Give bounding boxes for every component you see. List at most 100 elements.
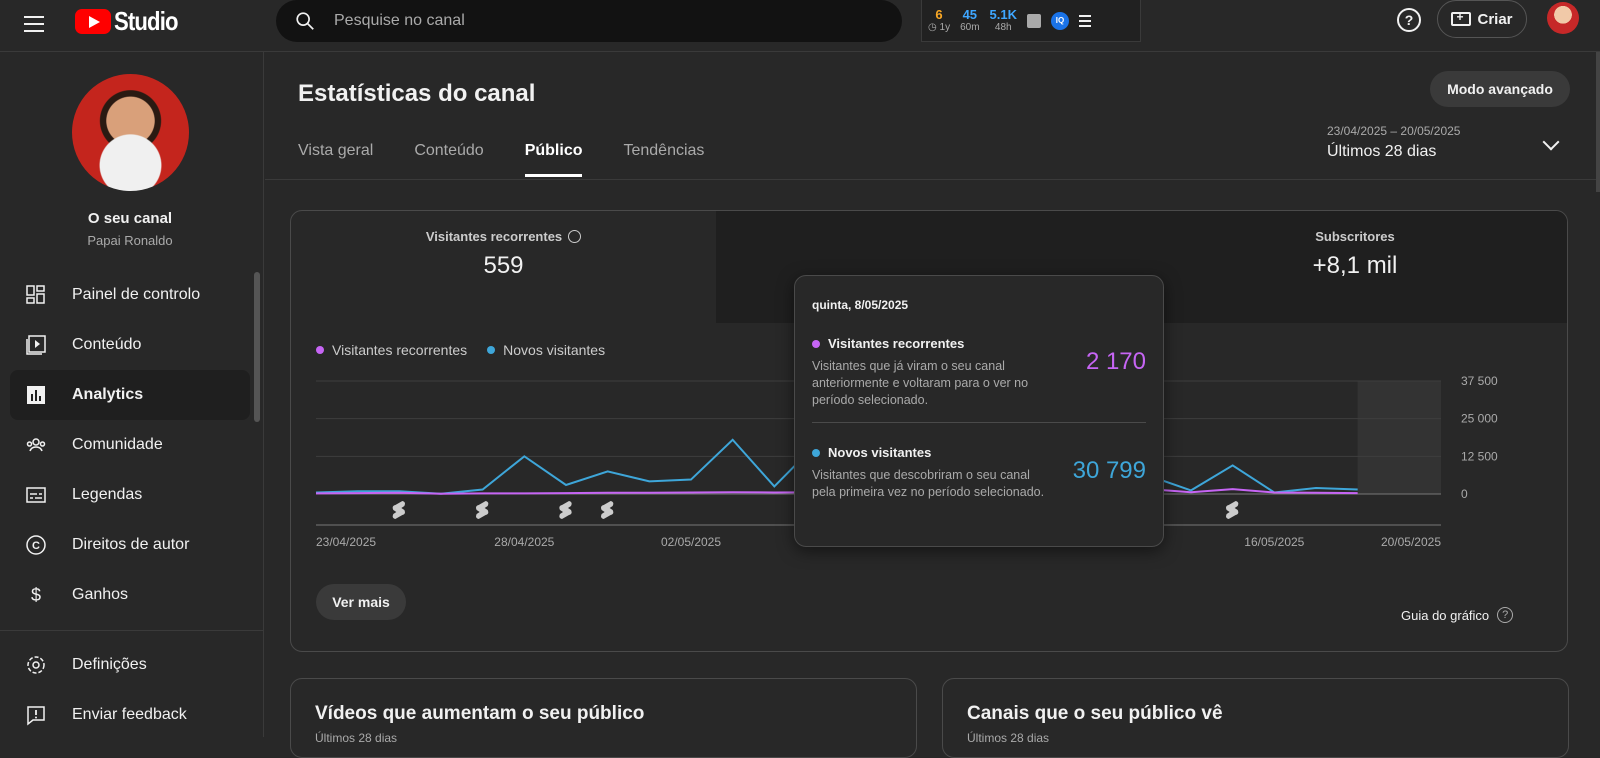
metric-returning-viewers[interactable]: Visitantes recorrentes 559	[291, 211, 716, 323]
sidebar-scrollbar[interactable]	[254, 272, 260, 422]
tooltip-row-value: 30 799	[1072, 457, 1146, 484]
tab-audience[interactable]: Público	[524, 142, 583, 177]
tooltip-row-header: Visitantes recorrentes	[812, 336, 1146, 351]
see-more-button[interactable]: Ver mais	[316, 584, 406, 620]
card-subtitle: Últimos 28 dias	[315, 731, 398, 745]
copyright-icon: C	[24, 533, 48, 557]
ext-stat-label: 48h	[994, 22, 1012, 33]
sidebar-item-label: Analytics	[72, 386, 144, 403]
ext-stat-1y[interactable]: 6 ◷ 1y	[928, 8, 950, 33]
audience-channels-card[interactable]: Canais que o seu público vê Últimos 28 d…	[942, 678, 1569, 758]
ext-stat-label: 60m	[960, 22, 980, 33]
chart-future-shade	[1357, 381, 1441, 494]
youtube-studio-logo[interactable]: Studio	[75, 6, 189, 37]
growing-videos-card[interactable]: Vídeos que aumentam o seu público Último…	[290, 678, 917, 758]
ext-stat-value: 5.1K	[989, 7, 1017, 22]
subtitles-icon	[24, 483, 48, 507]
main-content: Estatísticas do canal Modo avançado Vist…	[265, 52, 1600, 758]
dashboard-icon	[24, 283, 48, 307]
x-tick-label: 16/05/2025	[1244, 535, 1304, 549]
date-range-picker[interactable]: 23/04/2025 – 20/05/2025 Últimos 28 dias	[1327, 124, 1460, 161]
content-icon	[24, 333, 48, 357]
advanced-mode-button[interactable]: Modo avançado	[1430, 71, 1570, 107]
page-title: Estatísticas do canal	[298, 80, 536, 107]
ext-stat-value: 45	[962, 7, 978, 22]
tab-content[interactable]: Conteúdo	[414, 142, 484, 159]
metric-label-wrap: Visitantes recorrentes	[291, 229, 716, 244]
sidebar-item-analytics[interactable]: Analytics	[10, 370, 250, 420]
y-tick-label: 12 500	[1461, 449, 1498, 463]
tab-trends[interactable]: Tendências	[623, 142, 705, 159]
sidebar-item-community[interactable]: Comunidade	[10, 420, 250, 470]
audience-card: Visitantes recorrentes 559 Subscritores …	[290, 210, 1568, 652]
sidebar-item-label: Painel de controlo	[72, 286, 201, 303]
sidebar-item-label: Legendas	[72, 486, 143, 503]
tooltip-row-title: Novos visitantes	[828, 445, 932, 460]
y-tick-label: 25 000	[1461, 412, 1498, 426]
search-icon[interactable]	[294, 10, 316, 32]
sidebar-divider	[0, 630, 264, 631]
top-bar: Studio 6 ◷ 1y 45 60m 5.1K 48h IQ ? Criar	[0, 0, 1600, 52]
chart-tooltip: quinta, 8/05/2025 Visitantes recorrentes…	[794, 275, 1164, 547]
search-bar[interactable]	[276, 0, 902, 42]
tooltip-divider	[812, 422, 1146, 423]
tab-overview[interactable]: Vista geral	[298, 142, 374, 159]
svg-text:C: C	[32, 540, 40, 552]
chart-legend: Visitantes recorrentes Novos visitantes	[316, 342, 605, 358]
chart-icon[interactable]	[1027, 13, 1041, 28]
main-scrollbar[interactable]	[1596, 52, 1600, 192]
sidebar-item-copyright[interactable]: C Direitos de autor	[10, 520, 250, 570]
metric-subscribers[interactable]: Subscritores +8,1 mil	[1141, 211, 1567, 323]
sidebar-item-label: Ganhos	[72, 586, 129, 603]
feedback-icon	[24, 703, 48, 727]
vidiq-icon[interactable]: IQ	[1051, 11, 1069, 30]
logo-text: Studio	[114, 6, 178, 36]
sidebar-item-label: Definições	[72, 656, 147, 673]
tooltip-row-value: 2 170	[1085, 348, 1146, 375]
shorts-icon	[392, 501, 405, 519]
help-circle-icon: ?	[1497, 607, 1514, 623]
ext-menu-icon[interactable]	[1079, 14, 1091, 27]
sidebar-item-content[interactable]: Conteúdo	[10, 320, 250, 370]
menu-icon[interactable]	[24, 12, 48, 36]
channel-avatar[interactable]	[72, 74, 189, 191]
x-tick-label: 02/05/2025	[661, 535, 721, 549]
chevron-down-icon[interactable]	[1542, 133, 1560, 151]
search-input[interactable]	[334, 12, 854, 30]
legend-new[interactable]: Novos visitantes	[487, 342, 605, 358]
sidebar-item-label: Comunidade	[72, 436, 163, 453]
legend-returning[interactable]: Visitantes recorrentes	[316, 342, 467, 358]
metric-value: +8,1 mil	[1312, 252, 1398, 279]
sidebar-item-settings[interactable]: Definições	[10, 640, 250, 690]
chart-guide-link[interactable]: Guia do gráfico ?	[1401, 607, 1514, 623]
metric-label: Subscritores	[1315, 229, 1395, 244]
create-button[interactable]: Criar	[1437, 0, 1527, 38]
tooltip-row-desc: Visitantes que descobriram o seu canal p…	[812, 468, 1045, 499]
shorts-icon	[559, 501, 572, 519]
extension-toolbar: 6 ◷ 1y 45 60m 5.1K 48h IQ	[921, 0, 1141, 42]
help-icon[interactable]: ?	[1397, 8, 1421, 32]
metric-value: 559	[483, 252, 524, 279]
sidebar-item-earnings[interactable]: $ Ganhos	[10, 570, 250, 620]
ext-stat-60m[interactable]: 45 60m	[960, 8, 979, 33]
ext-stat-48h[interactable]: 5.1K 48h	[990, 8, 1017, 33]
tooltip-row-returning: Visitantes recorrentes Visitantes que já…	[812, 336, 1146, 416]
shorts-icon	[601, 501, 614, 519]
account-avatar[interactable]	[1547, 2, 1579, 34]
create-video-icon	[1451, 10, 1472, 26]
legend-label: Novos visitantes	[503, 342, 606, 358]
sidebar-item-dashboard[interactable]: Painel de controlo	[10, 270, 250, 320]
svg-text:$: $	[31, 585, 41, 605]
y-tick-label: 0	[1461, 487, 1468, 501]
x-tick-label: 23/04/2025	[316, 535, 376, 549]
gear-icon	[24, 653, 48, 677]
sidebar-item-label: Direitos de autor	[72, 536, 190, 553]
sidebar-item-feedback[interactable]: Enviar feedback	[10, 690, 250, 740]
legend-label: Visitantes recorrentes	[332, 342, 468, 358]
sidebar-item-subtitles[interactable]: Legendas	[10, 470, 250, 520]
x-tick-label: 20/05/2025	[1381, 535, 1441, 549]
card-title: Canais que o seu público vê	[967, 703, 1223, 724]
legend-dot	[812, 448, 820, 457]
x-tick-label: 28/04/2025	[494, 535, 554, 549]
dollar-icon: $	[24, 583, 48, 607]
